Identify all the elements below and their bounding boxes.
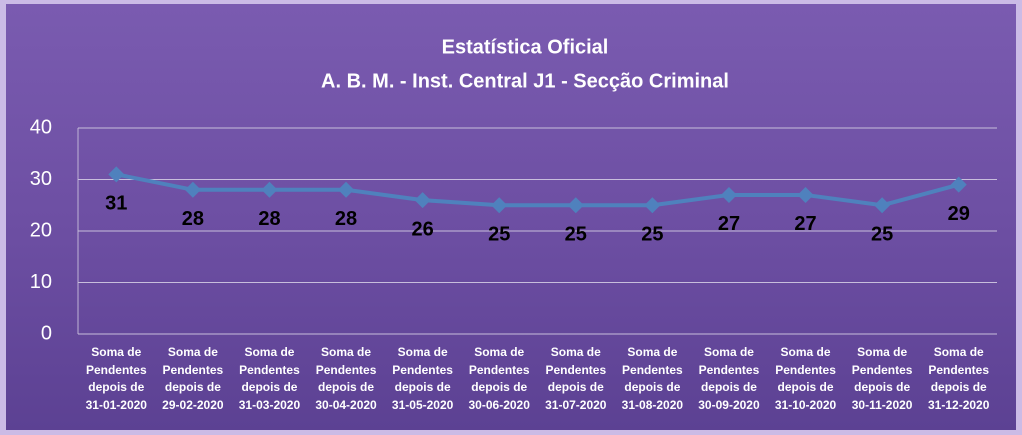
marker xyxy=(567,197,584,214)
data-label: 28 xyxy=(182,208,204,230)
x-tick-label: Soma de Pendentes depois de 31-08-2020 xyxy=(621,345,684,412)
x-tick-label: Soma de Pendentes depois de 31-10-2020 xyxy=(774,345,837,412)
marker xyxy=(108,166,125,183)
data-label: 28 xyxy=(258,208,280,230)
x-tick-label: Soma de Pendentes depois de 30-11-2020 xyxy=(851,345,913,412)
x-tick-label: Soma de Pendentes depois de 30-06-2020 xyxy=(468,345,530,412)
x-tick-label: Soma de Pendentes depois de 31-01-2020 xyxy=(85,345,147,412)
data-label: 29 xyxy=(948,203,970,225)
x-tick-label: Soma de Pendentes depois de 31-05-2020 xyxy=(391,345,454,412)
data-label: 25 xyxy=(488,224,510,246)
marker xyxy=(644,197,661,214)
marker xyxy=(797,186,814,203)
x-tick-label: Soma de Pendentes depois de 31-07-2020 xyxy=(545,345,607,412)
data-label: 25 xyxy=(871,224,893,246)
x-tick-label: Soma de Pendentes depois de 30-04-2020 xyxy=(315,345,377,412)
data-label: 31 xyxy=(105,193,127,215)
x-tick-label: Soma de Pendentes depois de 30-09-2020 xyxy=(698,345,760,412)
y-tick-label: 0 xyxy=(41,322,52,344)
line xyxy=(115,172,960,208)
data-label: 26 xyxy=(412,218,434,240)
y-tick-label: 30 xyxy=(30,168,52,190)
chart-title: Estatística Oficial xyxy=(442,36,609,58)
marker xyxy=(720,186,737,203)
data-label: 27 xyxy=(718,213,740,235)
data-label: 25 xyxy=(565,224,587,246)
data-label: 25 xyxy=(641,224,663,246)
chart-subtitle: A. B. M. - Inst. Central J1 - Secção Cri… xyxy=(321,70,729,92)
y-tick-label: 40 xyxy=(30,116,52,138)
marker xyxy=(950,176,967,193)
y-tick-label: 10 xyxy=(30,271,52,293)
x-tick-label: Soma de Pendentes depois de 29-02-2020 xyxy=(162,345,224,412)
x-tick-label: Soma de Pendentes depois de 31-03-2020 xyxy=(238,345,301,412)
marker xyxy=(261,181,278,198)
marker xyxy=(338,181,355,198)
marker xyxy=(184,181,201,198)
marker xyxy=(874,197,891,214)
data-label: 28 xyxy=(335,208,357,230)
data-label: 27 xyxy=(794,213,816,235)
marker xyxy=(491,197,508,214)
x-tick-label: Soma de Pendentes depois de 31-12-2020 xyxy=(928,345,990,412)
marker xyxy=(414,192,431,209)
y-tick-label: 20 xyxy=(30,219,52,241)
